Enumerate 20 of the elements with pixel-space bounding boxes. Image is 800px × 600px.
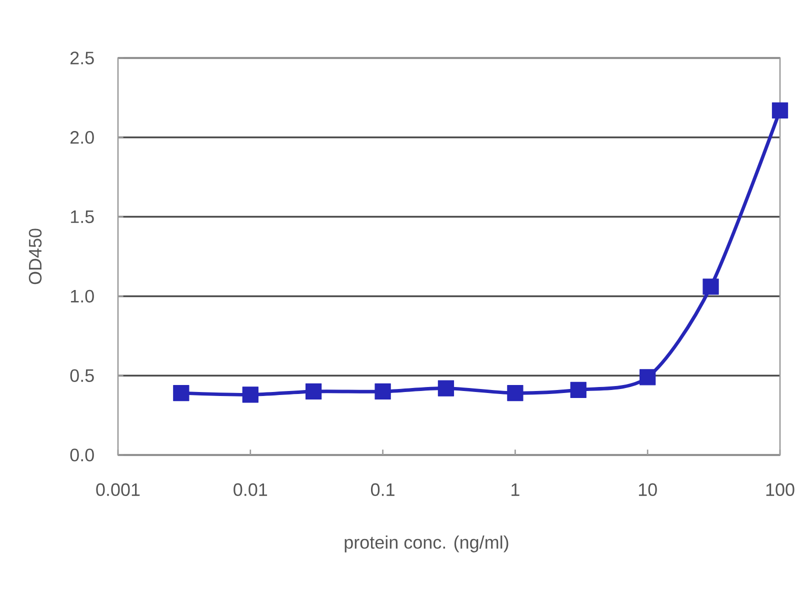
y-tick-label: 2.5 — [70, 52, 94, 64]
y-axis-title: OD450 — [28, 228, 42, 284]
point — [438, 380, 454, 396]
x-tick-label: 100 — [766, 483, 794, 496]
y-tick-label: 1.5 — [70, 210, 94, 224]
x-axis-title: protein conc. (ng/ml) — [344, 536, 508, 552]
point — [173, 385, 190, 402]
y-tick-label: 0.5 — [70, 369, 94, 382]
y-tick-label: 2.0 — [70, 131, 94, 144]
x-tick-label: 1 — [512, 483, 520, 496]
point — [772, 102, 788, 118]
point — [507, 385, 524, 402]
x-tick-label: 0.001 — [96, 483, 140, 496]
y-tick-label: 0.0 — [70, 448, 94, 462]
y-tick-label: 1.0 — [70, 290, 94, 303]
x-tick-label: 0.01 — [234, 483, 268, 496]
x-tick-label: 10 — [638, 483, 657, 496]
point — [640, 369, 656, 386]
point — [306, 383, 322, 400]
x-tick-label: 0.1 — [370, 483, 394, 496]
